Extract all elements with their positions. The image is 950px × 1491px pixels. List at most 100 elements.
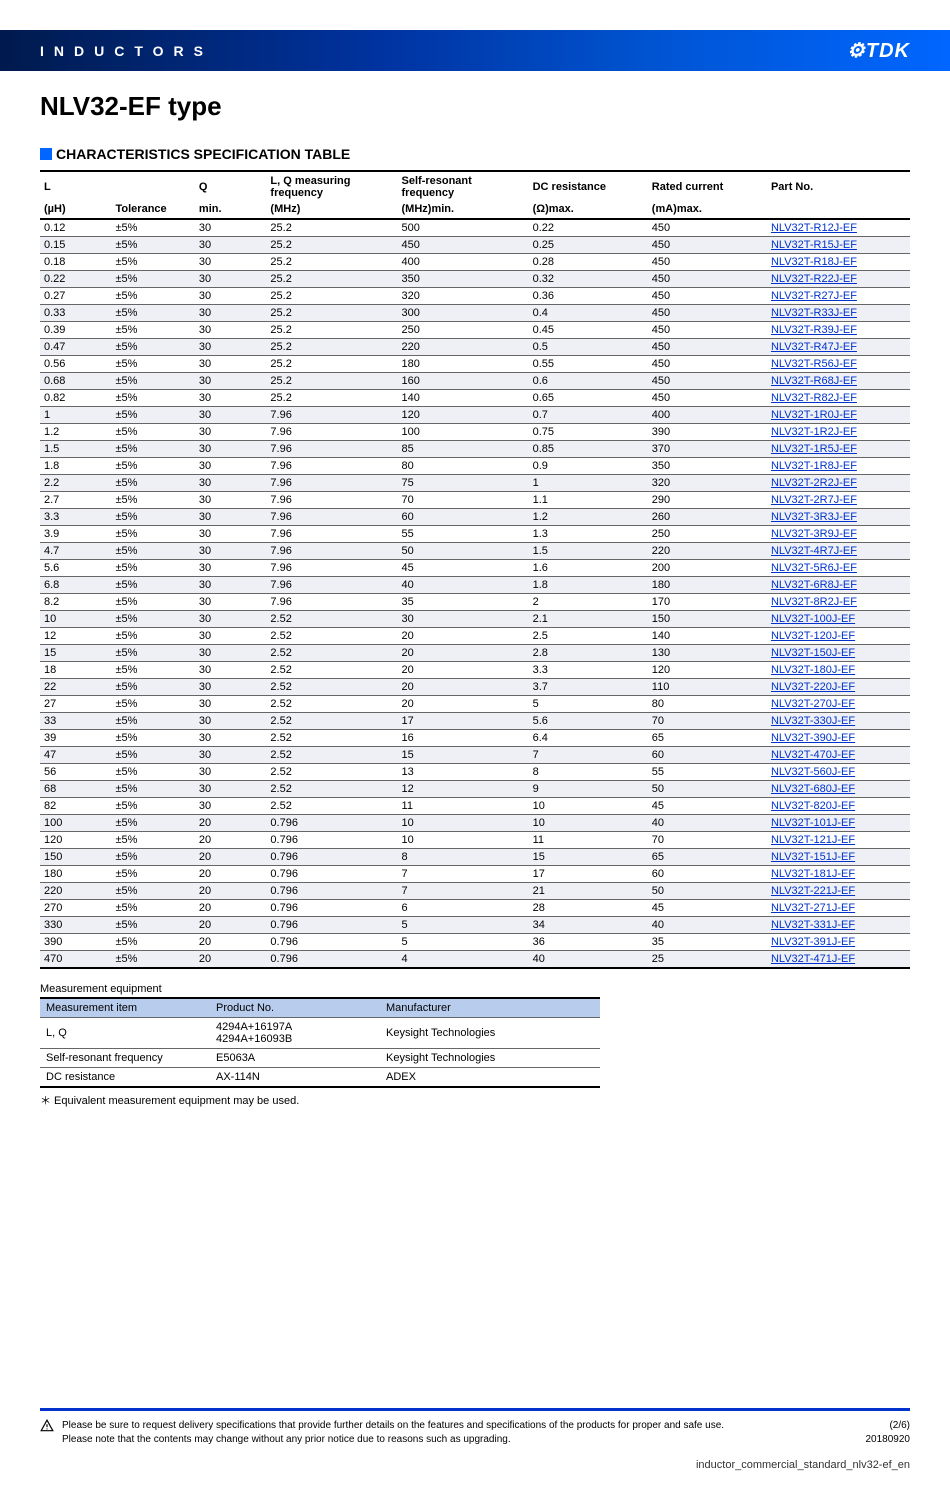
spec-cell: ±5% bbox=[112, 254, 195, 271]
part-link[interactable]: NLV32T-470J-EF bbox=[771, 749, 855, 761]
spec-cell: 22 bbox=[40, 679, 112, 696]
spec-cell: 450 bbox=[648, 373, 767, 390]
spec-cell: 27 bbox=[40, 696, 112, 713]
spec-cell: 7 bbox=[398, 866, 529, 883]
part-link[interactable]: NLV32T-1R5J-EF bbox=[771, 443, 857, 455]
meas-cell: E5063A bbox=[210, 1049, 380, 1068]
spec-row: 5.6±5%307.96451.6200NLV32T-5R6J-EF bbox=[40, 560, 910, 577]
spec-cell: 0.9 bbox=[529, 458, 648, 475]
spec-header2-6: (mA)max. bbox=[648, 201, 767, 219]
spec-cell: 170 bbox=[648, 594, 767, 611]
part-link[interactable]: NLV32T-2R2J-EF bbox=[771, 477, 857, 489]
meas-cell: DC resistance bbox=[40, 1068, 210, 1088]
part-link[interactable]: NLV32T-151J-EF bbox=[771, 851, 855, 863]
spec-cell: 0.12 bbox=[40, 219, 112, 237]
spec-cell: ±5% bbox=[112, 288, 195, 305]
part-link[interactable]: NLV32T-3R3J-EF bbox=[771, 511, 857, 523]
spec-cell: 120 bbox=[398, 407, 529, 424]
spec-cell: 30 bbox=[195, 441, 267, 458]
spec-cell: 160 bbox=[398, 373, 529, 390]
part-link[interactable]: NLV32T-2R7J-EF bbox=[771, 494, 857, 506]
spec-cell: 30 bbox=[195, 781, 267, 798]
part-link[interactable]: NLV32T-R33J-EF bbox=[771, 307, 857, 319]
part-link[interactable]: NLV32T-6R8J-EF bbox=[771, 579, 857, 591]
part-link[interactable]: NLV32T-220J-EF bbox=[771, 681, 855, 693]
spec-row: 0.56±5%3025.21800.55450NLV32T-R56J-EF bbox=[40, 356, 910, 373]
part-link[interactable]: NLV32T-R82J-EF bbox=[771, 392, 857, 404]
spec-cell: ±5% bbox=[112, 424, 195, 441]
spec-cell: 450 bbox=[398, 237, 529, 254]
spec-cell: 150 bbox=[40, 849, 112, 866]
part-link[interactable]: NLV32T-8R2J-EF bbox=[771, 596, 857, 608]
part-link[interactable]: NLV32T-1R2J-EF bbox=[771, 426, 857, 438]
part-link[interactable]: NLV32T-680J-EF bbox=[771, 783, 855, 795]
spec-cell: 250 bbox=[398, 322, 529, 339]
part-link[interactable]: NLV32T-101J-EF bbox=[771, 817, 855, 829]
spec-cell: 100 bbox=[40, 815, 112, 832]
meas-header-2: Manufacturer bbox=[380, 998, 600, 1018]
part-link[interactable]: NLV32T-181J-EF bbox=[771, 868, 855, 880]
part-link[interactable]: NLV32T-121J-EF bbox=[771, 834, 855, 846]
part-link[interactable]: NLV32T-R22J-EF bbox=[771, 273, 857, 285]
part-link[interactable]: NLV32T-5R6J-EF bbox=[771, 562, 857, 574]
spec-cell: 25.2 bbox=[266, 219, 397, 237]
spec-cell: 2 bbox=[529, 594, 648, 611]
part-link[interactable]: NLV32T-390J-EF bbox=[771, 732, 855, 744]
spec-cell: 30 bbox=[195, 237, 267, 254]
spec-cell: 2.52 bbox=[266, 645, 397, 662]
part-link[interactable]: NLV32T-120J-EF bbox=[771, 630, 855, 642]
part-link[interactable]: NLV32T-1R0J-EF bbox=[771, 409, 857, 421]
part-link[interactable]: NLV32T-R56J-EF bbox=[771, 358, 857, 370]
measurement-table: Measurement itemProduct No.Manufacturer … bbox=[40, 997, 600, 1088]
spec-cell: 2.1 bbox=[529, 611, 648, 628]
spec-cell: NLV32T-100J-EF bbox=[767, 611, 910, 628]
spec-cell: NLV32T-3R9J-EF bbox=[767, 526, 910, 543]
part-link[interactable]: NLV32T-R39J-EF bbox=[771, 324, 857, 336]
spec-cell: 320 bbox=[648, 475, 767, 492]
part-link[interactable]: NLV32T-270J-EF bbox=[771, 698, 855, 710]
part-link[interactable]: NLV32T-330J-EF bbox=[771, 715, 855, 727]
spec-cell: ±5% bbox=[112, 781, 195, 798]
spec-cell: 80 bbox=[398, 458, 529, 475]
spec-cell: 0.33 bbox=[40, 305, 112, 322]
spec-row: 390±5%200.79653635NLV32T-391J-EF bbox=[40, 934, 910, 951]
part-link[interactable]: NLV32T-271J-EF bbox=[771, 902, 855, 914]
spec-cell: 18 bbox=[40, 662, 112, 679]
part-link[interactable]: NLV32T-150J-EF bbox=[771, 647, 855, 659]
spec-row: 33±5%302.52175.670NLV32T-330J-EF bbox=[40, 713, 910, 730]
part-link[interactable]: NLV32T-R47J-EF bbox=[771, 341, 857, 353]
spec-cell: 450 bbox=[648, 271, 767, 288]
spec-cell: 30 bbox=[195, 713, 267, 730]
spec-cell: 30 bbox=[195, 798, 267, 815]
part-link[interactable]: NLV32T-560J-EF bbox=[771, 766, 855, 778]
part-link[interactable]: NLV32T-331J-EF bbox=[771, 919, 855, 931]
spec-cell: 35 bbox=[398, 594, 529, 611]
part-link[interactable]: NLV32T-R12J-EF bbox=[771, 222, 857, 234]
spec-cell: 20 bbox=[195, 934, 267, 951]
part-link[interactable]: NLV32T-4R7J-EF bbox=[771, 545, 857, 557]
part-link[interactable]: NLV32T-R27J-EF bbox=[771, 290, 857, 302]
spec-cell: 120 bbox=[648, 662, 767, 679]
footer-warn2: Please note that the contents may change… bbox=[62, 1433, 856, 1447]
part-link[interactable]: NLV32T-391J-EF bbox=[771, 936, 855, 948]
spec-header2-4: (MHz)min. bbox=[398, 201, 529, 219]
part-link[interactable]: NLV32T-R15J-EF bbox=[771, 239, 857, 251]
part-link[interactable]: NLV32T-471J-EF bbox=[771, 953, 855, 965]
spec-row: 0.33±5%3025.23000.4450NLV32T-R33J-EF bbox=[40, 305, 910, 322]
part-link[interactable]: NLV32T-221J-EF bbox=[771, 885, 855, 897]
part-link[interactable]: NLV32T-3R9J-EF bbox=[771, 528, 857, 540]
part-link[interactable]: NLV32T-R68J-EF bbox=[771, 375, 857, 387]
meas-row: DC resistanceAX-114NADEX bbox=[40, 1068, 600, 1088]
spec-cell: 30 bbox=[195, 407, 267, 424]
part-link[interactable]: NLV32T-1R8J-EF bbox=[771, 460, 857, 472]
part-link[interactable]: NLV32T-180J-EF bbox=[771, 664, 855, 676]
part-link[interactable]: NLV32T-R18J-EF bbox=[771, 256, 857, 268]
spec-row: 0.39±5%3025.22500.45450NLV32T-R39J-EF bbox=[40, 322, 910, 339]
spec-header2-2: min. bbox=[195, 201, 267, 219]
part-link[interactable]: NLV32T-100J-EF bbox=[771, 613, 855, 625]
spec-cell: 220 bbox=[398, 339, 529, 356]
part-link[interactable]: NLV32T-820J-EF bbox=[771, 800, 855, 812]
spec-cell: 1.3 bbox=[529, 526, 648, 543]
spec-cell: 25.2 bbox=[266, 390, 397, 407]
spec-header1-3: L, Q measuring frequency bbox=[266, 171, 397, 201]
